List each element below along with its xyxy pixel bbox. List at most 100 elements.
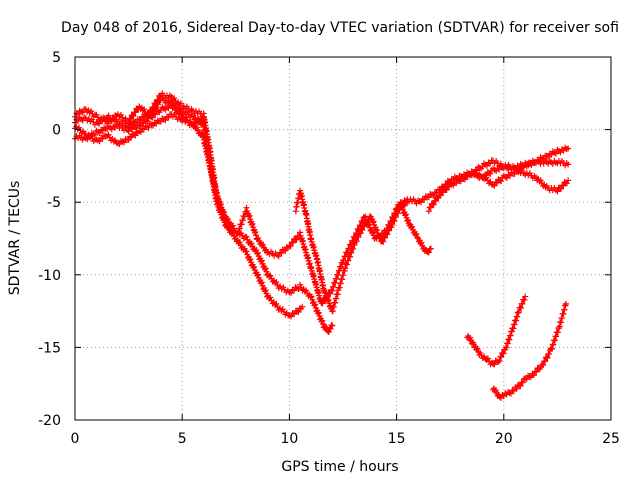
data-point [519, 300, 526, 307]
data-point [483, 172, 490, 179]
data-point [262, 287, 269, 294]
data-point [359, 227, 366, 234]
data-point [386, 227, 393, 234]
data-point [492, 387, 499, 394]
data-point [394, 201, 401, 208]
data-point [536, 366, 543, 373]
data-point [88, 108, 95, 115]
data-point [453, 180, 460, 187]
data-point [418, 199, 425, 206]
data-point [540, 362, 547, 369]
data-point [137, 128, 144, 135]
data-point [319, 317, 326, 324]
data-point [492, 179, 499, 186]
data-point [405, 216, 412, 223]
data-point [517, 383, 524, 390]
x-tick-label: 10 [280, 431, 298, 447]
y-tick-label: -10 [38, 268, 61, 284]
data-point [345, 257, 352, 264]
x-tick-label: 25 [602, 431, 620, 447]
data-point [236, 239, 243, 246]
data-point [342, 265, 349, 272]
data-point [544, 354, 551, 361]
data-point [493, 168, 500, 175]
data-point [236, 225, 243, 232]
data-point [467, 334, 474, 341]
data-point [436, 191, 443, 198]
data-point [450, 182, 457, 189]
data-point [189, 113, 196, 120]
data-point [153, 107, 160, 114]
data-point [112, 137, 119, 144]
data-point [116, 141, 123, 148]
data-point [560, 147, 567, 154]
series-track-10 [490, 300, 569, 402]
data-point [192, 119, 199, 126]
data-point [267, 272, 274, 279]
data-point [97, 117, 104, 124]
data-point [413, 230, 420, 237]
data-point [126, 133, 133, 140]
data-point [438, 188, 445, 195]
data-point [396, 202, 403, 209]
data-point [565, 177, 572, 184]
data-point [348, 249, 355, 256]
data-point [235, 229, 242, 236]
data-point [155, 108, 162, 115]
data-point [136, 122, 143, 129]
data-point [556, 185, 563, 192]
data-point [393, 205, 400, 212]
data-point [297, 281, 304, 288]
data-point [350, 246, 357, 253]
data-point [162, 117, 169, 124]
data-point [262, 265, 269, 272]
data-point [523, 376, 530, 383]
data-point [255, 271, 262, 278]
data-point [477, 349, 484, 356]
data-point [389, 221, 396, 228]
data-point [532, 160, 539, 167]
data-point [85, 131, 92, 138]
data-point [255, 249, 262, 256]
data-point [519, 379, 526, 386]
data-point [424, 248, 431, 255]
data-point [484, 355, 491, 362]
data-point [540, 156, 547, 163]
data-point [150, 104, 157, 111]
data-point [401, 197, 408, 204]
data-point [273, 300, 280, 307]
data-point [327, 325, 334, 332]
data-point [395, 210, 402, 217]
data-point [482, 171, 489, 178]
data-point [391, 218, 398, 225]
data-point [498, 178, 505, 185]
data-point [139, 113, 145, 120]
data-point [251, 263, 258, 270]
data-point [511, 171, 518, 178]
data-point [157, 118, 164, 125]
data-point [140, 126, 147, 133]
data-point [392, 213, 399, 220]
data-point [243, 248, 250, 255]
data-point [528, 162, 535, 169]
data-point [494, 179, 501, 186]
data-point [132, 132, 139, 139]
data-point [545, 153, 552, 160]
data-point [491, 182, 498, 189]
data-point [287, 290, 294, 297]
plot-frame [74, 56, 612, 421]
data-point [443, 186, 450, 193]
data-point [147, 113, 154, 120]
data-point [277, 305, 284, 312]
data-point [536, 157, 543, 164]
data-point [106, 134, 113, 141]
data-point [548, 151, 555, 158]
data-point [563, 180, 570, 187]
data-point [172, 97, 179, 104]
data-point [171, 95, 178, 102]
data-point [487, 170, 494, 177]
data-point [464, 173, 471, 180]
data-point [523, 163, 530, 170]
data-point [496, 166, 503, 173]
